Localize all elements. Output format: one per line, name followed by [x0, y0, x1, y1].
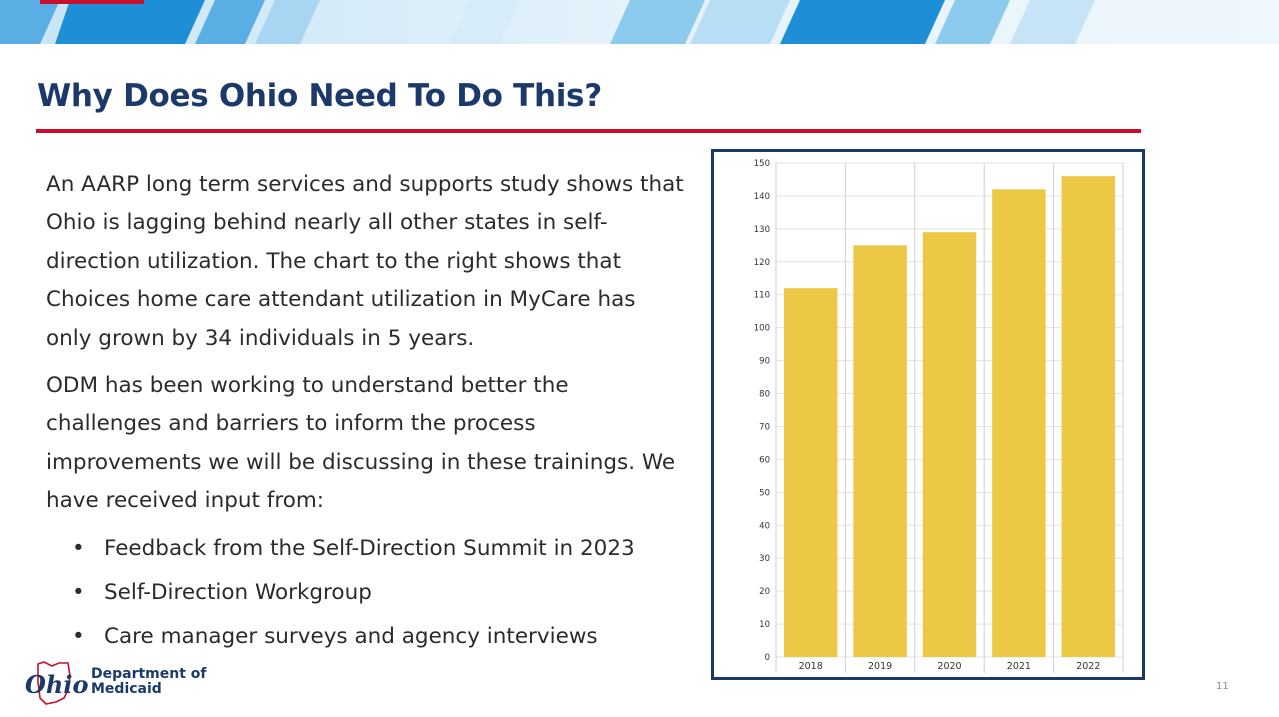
ohio-logo: Ohio	[24, 660, 204, 708]
list-item: • Self-Direction Workgroup	[46, 574, 686, 612]
x-tick-label: 2021	[1007, 661, 1031, 672]
list-item-text: Self-Direction Workgroup	[104, 579, 372, 605]
list-item: • Care manager surveys and agency intervi…	[46, 618, 686, 656]
y-tick-label: 50	[759, 488, 770, 498]
y-tick-label: 150	[754, 159, 770, 169]
logo-mark-text: Ohio	[25, 670, 88, 699]
x-tick-label: 2020	[937, 661, 961, 672]
y-tick-label: 110	[754, 291, 770, 301]
y-tick-label: 30	[759, 554, 770, 564]
bar-chart-canvas: 0 10 20 30 40 50 60 70 80 90 100 110 120 130 140 150 201…	[754, 159, 1124, 673]
y-tick-label: 20	[759, 587, 770, 597]
list-item-text: Care manager surveys and agency intervie…	[104, 623, 598, 649]
x-tick-label: 2022	[1076, 661, 1100, 672]
header-banner	[0, 0, 1279, 44]
y-tick-label: 60	[759, 455, 770, 465]
department-line-2: Medicaid	[91, 681, 162, 697]
y-tick-label: 80	[759, 390, 770, 400]
bar	[992, 189, 1046, 657]
input-sources-list: • Feedback from the Self-Direction Summit…	[46, 530, 686, 656]
bullet-icon: •	[72, 579, 85, 605]
y-tick-label: 120	[754, 258, 770, 268]
y-tick-label: 130	[754, 225, 770, 235]
body-paragraph-1: An AARP long term services and supports …	[46, 172, 684, 351]
bar	[783, 288, 838, 657]
bullet-icon: •	[72, 535, 85, 561]
slide-body: An AARP long term services and supports …	[46, 166, 686, 662]
y-tick-label: 140	[754, 192, 770, 202]
y-tick-label: 10	[759, 620, 770, 630]
x-tick-label: 2018	[799, 661, 823, 672]
utilization-chart: 0 10 20 30 40 50 60 70 80 90 100 110 120 130 140 150 201…	[711, 149, 1145, 680]
page-number: 11	[1216, 681, 1229, 692]
y-tick-label: 40	[759, 521, 770, 531]
list-item: • Feedback from the Self-Direction Summit…	[46, 530, 686, 568]
y-tick-label: 70	[759, 422, 770, 432]
list-item-text: Feedback from the Self-Direction Summit …	[104, 535, 635, 561]
body-paragraph-2: ODM has been working to understand bette…	[46, 373, 676, 514]
bar	[853, 245, 907, 657]
department-line-1: Department of	[91, 666, 207, 682]
bar	[1061, 176, 1116, 657]
y-tick-label: 100	[754, 324, 770, 334]
ohio-state-logo-icon: Ohio	[25, 661, 88, 705]
y-tick-label: 90	[759, 357, 770, 367]
x-tick-label: 2019	[868, 661, 892, 672]
department-name: Department of Medicaid	[91, 667, 207, 697]
title-divider	[36, 129, 1141, 133]
y-tick-label: 0	[765, 653, 770, 663]
bullet-icon: •	[72, 623, 85, 649]
slide-title: Why Does Ohio Need To Do This?	[37, 78, 602, 114]
bar	[922, 232, 977, 657]
